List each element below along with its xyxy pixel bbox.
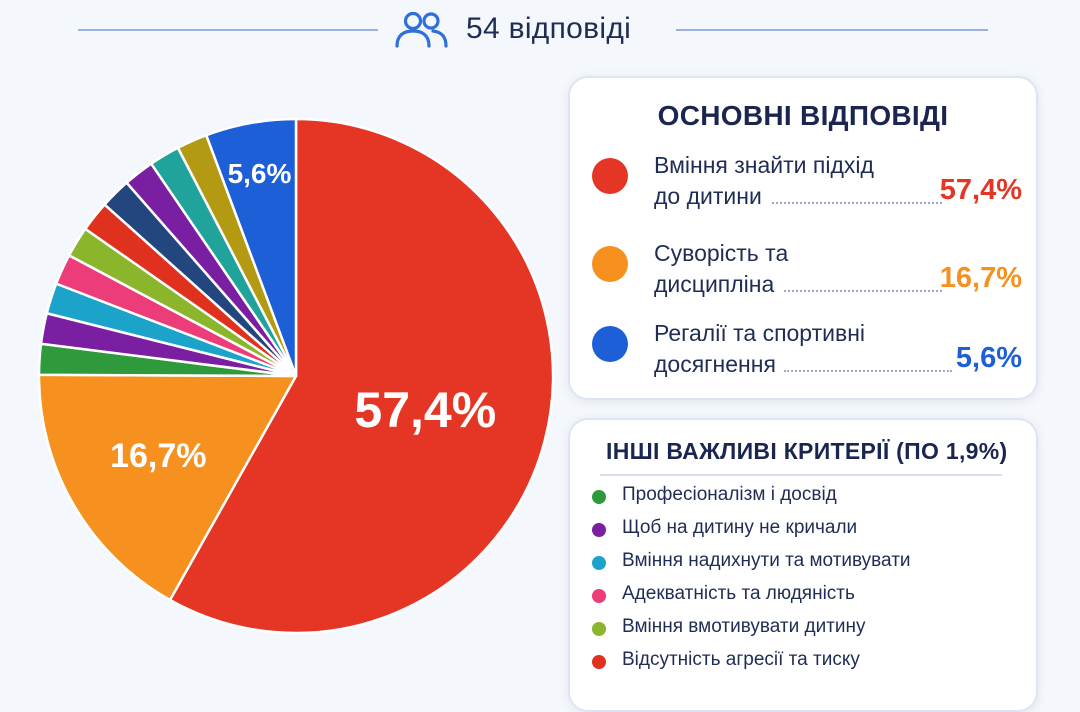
other-criteria-label: Адекватність та людяність (622, 583, 855, 604)
other-criteria-label: Професіоналізм і досвід (622, 484, 837, 505)
other-criteria-title: ІНШІ ВАЖЛИВІ КРИТЕРІЇ (ПО 1,9%) (606, 438, 1008, 464)
header-divider-left (78, 29, 378, 31)
legend-dot (592, 589, 606, 603)
other-criteria-label: Вміння вмотивувати дитину (622, 616, 866, 637)
slice-label: 16,7% (110, 437, 206, 475)
main-answer-item: Суворість та дисципліна 16,7% (592, 240, 1022, 310)
other-criteria-label: Щоб на дитину не кричали (622, 517, 858, 538)
leader-dots (772, 202, 942, 204)
main-answer-item: Регалії та спортивні досягнення 5,6% (592, 320, 1022, 390)
other-criteria-card: ІНШІ ВАЖЛИВІ КРИТЕРІЇ (ПО 1,9%) Професіо… (568, 418, 1038, 712)
responses-count: 54 відповіді (466, 12, 632, 45)
header-divider-right (676, 29, 988, 31)
main-answer-label: Суворість та дисципліна (654, 240, 789, 297)
leader-dots (784, 290, 942, 292)
pie-slice (37, 373, 298, 602)
users-icon (395, 11, 448, 48)
other-criteria-label: Вміння надихнути та мотивувати (622, 550, 911, 571)
main-answer-value: 57,4% (939, 174, 1022, 206)
legend-dot (592, 622, 606, 636)
main-answer-value: 16,7% (939, 262, 1022, 294)
pie-slice (205, 117, 298, 378)
main-answer-value: 5,6% (955, 342, 1022, 374)
other-criteria-label: Відсутність агресії та тиску (622, 649, 860, 670)
slice-label: 57,4% (354, 382, 496, 438)
header: 54 відповіді (0, 0, 1080, 60)
title-underline (600, 474, 1002, 476)
pie-slice (168, 117, 555, 635)
main-answers-title: ОСНОВНІ ВІДПОВІДІ (657, 100, 949, 131)
pie-chart: 57,4% 16,7% 5,6% (37, 117, 555, 635)
legend-dot (592, 326, 628, 362)
main-answer-label: Вміння знайти підхід до дитини (654, 152, 874, 209)
legend-dot (592, 556, 606, 570)
legend-dot (592, 655, 606, 669)
legend-dot (592, 490, 606, 504)
main-answer-item: Вміння знайти підхід до дитини 57,4% (592, 152, 1022, 222)
main-answer-label: Регалії та спортивні досягнення (654, 320, 866, 377)
main-answers-card: ОСНОВНІ ВІДПОВІДІ Вміння знайти підхід д… (568, 76, 1038, 400)
legend-dot (592, 158, 628, 194)
slice-label: 5,6% (228, 158, 292, 189)
legend-dot (592, 246, 628, 282)
legend-dot (592, 523, 606, 537)
leader-dots (784, 370, 952, 372)
